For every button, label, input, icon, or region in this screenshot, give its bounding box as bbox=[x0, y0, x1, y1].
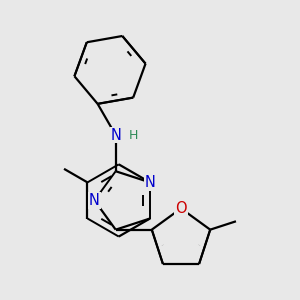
Text: O: O bbox=[175, 201, 187, 216]
Text: N: N bbox=[89, 193, 100, 208]
Text: H: H bbox=[129, 129, 139, 142]
Text: N: N bbox=[110, 128, 121, 142]
Text: N: N bbox=[145, 175, 155, 190]
